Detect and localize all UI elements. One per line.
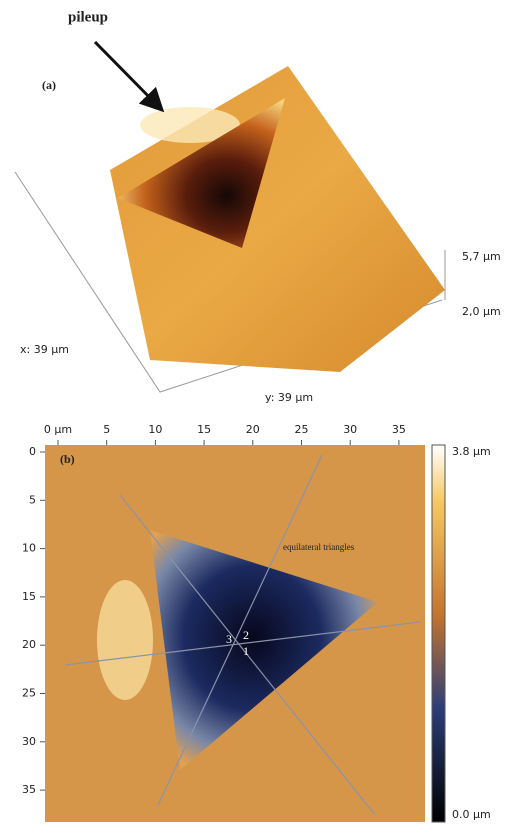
x-tick-label: 30 (343, 423, 357, 436)
arrow (95, 42, 160, 108)
panel-b: (b) equilateral triangles 1 2 3 3.8 µm 0… (45, 445, 491, 822)
point-label: 1 (243, 644, 249, 658)
annotation: equilateral triangles (283, 542, 355, 552)
panel-label: (b) (60, 452, 75, 466)
point-label: 3 (226, 632, 232, 646)
point-label: 2 (243, 628, 249, 642)
y-tick-label: 15 (22, 590, 36, 603)
y-tick-label: 10 (22, 542, 36, 555)
y-tick-label: 35 (22, 783, 36, 796)
x-tick-label: 35 (392, 423, 406, 436)
y-tick-label: 5 (29, 493, 36, 506)
y-tick-label: 0 (29, 445, 36, 458)
panel-a: pileup (a) 5,7 µm 2,0 µm x: 39 µm y: 39 … (15, 9, 501, 404)
colorbar-label: 0.0 µm (452, 808, 491, 821)
page: {"panel_a":{"label":"(a)","annotation":"… (0, 0, 512, 828)
x-tick-label: 25 (295, 423, 309, 436)
z-label: 2,0 µm (462, 305, 501, 318)
y-tick-label: 20 (22, 638, 36, 651)
x-tick-label: 5 (103, 423, 110, 436)
figure: pileup (a) 5,7 µm 2,0 µm x: 39 µm y: 39 … (0, 0, 512, 828)
pileup-region (97, 580, 153, 700)
x-tick-label: 20 (246, 423, 260, 436)
x-tick-label: 15 (197, 423, 211, 436)
z-label: 5,7 µm (462, 250, 501, 263)
annotation: pileup (68, 9, 108, 25)
x-tick-label: 10 (148, 423, 162, 436)
y-tick-label: 25 (22, 687, 36, 700)
panel-label: (a) (42, 78, 56, 92)
axis-label: y: 39 µm (265, 391, 313, 404)
axis-label: x: 39 µm (20, 343, 69, 356)
x-tick-label: 0 µm (44, 423, 72, 436)
colorbar (432, 445, 445, 822)
y-tick-label: 30 (22, 735, 36, 748)
colorbar-label: 3.8 µm (452, 445, 491, 458)
